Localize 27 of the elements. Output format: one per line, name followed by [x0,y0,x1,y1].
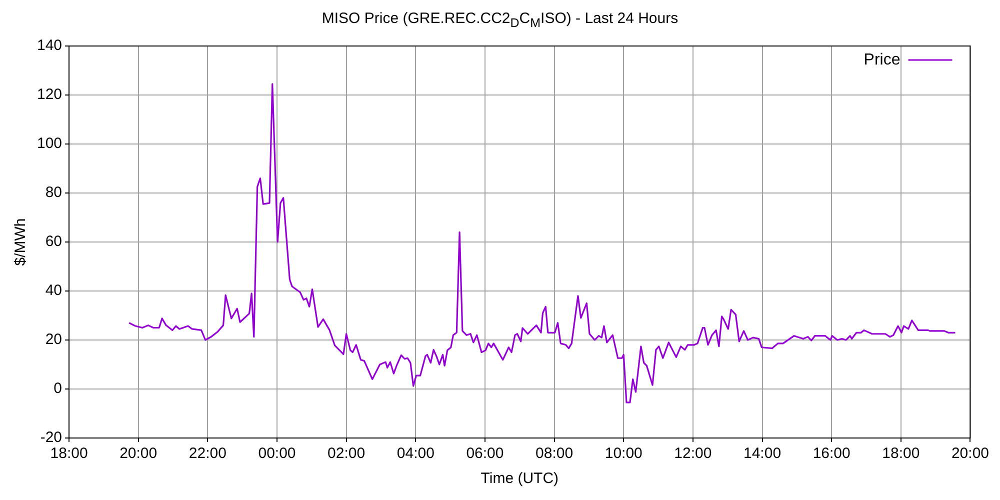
y-tick-label: 20 [45,331,62,348]
x-tick-label: 00:00 [258,445,296,462]
x-tick-label: 18:00 [50,445,88,462]
y-tick-label: -20 [40,429,62,446]
legend-label: Price [864,51,900,68]
y-tick-label: 120 [36,86,62,104]
y-tick-label: 0 [54,380,62,398]
y-tick-label: 40 [45,282,62,300]
x-tick-label: 20:00 [951,445,990,462]
x-tick-label: 14:00 [743,445,782,462]
x-tick-label: 08:00 [536,445,574,462]
y-tick-label: 80 [45,184,62,202]
x-tick-label: 16:00 [812,445,850,462]
x-tick-label: 12:00 [674,445,712,462]
x-tick-label: 18:00 [882,445,920,462]
x-axis-title: Time (UTC) [480,470,559,488]
x-tick-label: 22:00 [188,445,226,462]
x-tick-label: 20:00 [120,445,158,462]
x-tick-label: 06:00 [466,445,504,462]
y-axis-title: $/MWh [12,218,30,266]
y-tick-label: 100 [36,135,62,152]
x-tick-label: 04:00 [396,445,434,462]
x-tick-label: 02:00 [328,445,366,462]
x-tick-label: 10:00 [604,445,642,462]
y-tick-label: 60 [45,233,62,250]
chart-title: MISO Price (GRE.REC.CC2$_{D}$C$_{M}$ISO) - Last 24 Hours [320,9,680,32]
y-tick-label: 140 [36,37,62,54]
